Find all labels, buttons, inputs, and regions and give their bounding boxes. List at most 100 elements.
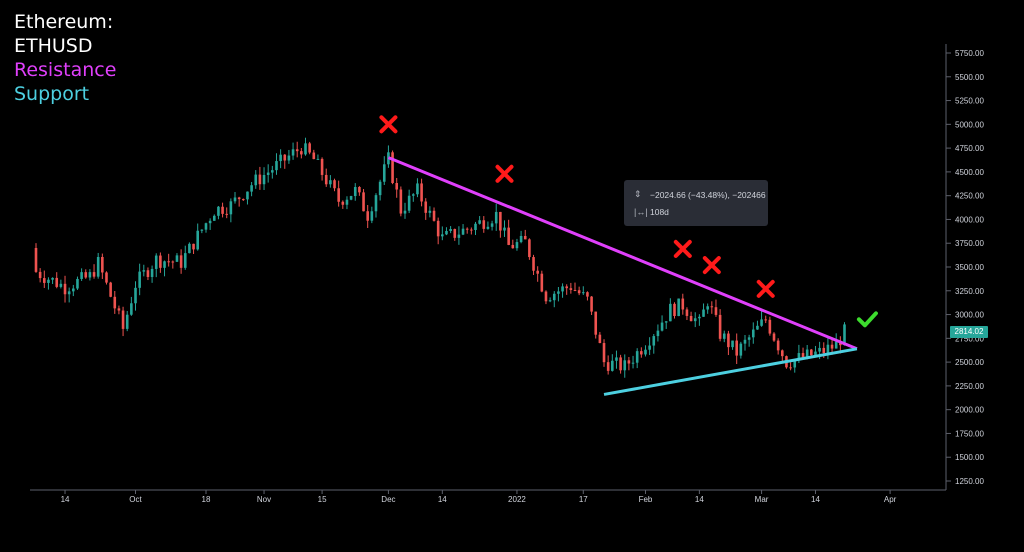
price-tick-label: 3250.00 [955,287,984,296]
candle-body [283,154,287,161]
candle [395,177,399,198]
candle-body [565,286,569,289]
candle-body [320,158,324,175]
candle [768,316,772,336]
candle-body [403,210,407,214]
bars-icon: |↔| [634,207,648,217]
candle-body [134,287,137,304]
candle-body [105,272,108,283]
candle [532,254,535,275]
candle-body [167,261,170,263]
candle-body [781,350,784,357]
candle-body [693,318,697,322]
candle-body [615,357,618,361]
candle [801,347,805,359]
price-tick-label: 2250.00 [955,382,984,391]
candle [341,200,345,209]
candle [225,207,229,219]
candle-body [154,255,158,269]
x-stroke [702,256,721,275]
candle [55,272,59,289]
breakout-check-icon [856,311,878,328]
candle [432,207,436,222]
candle-body [150,268,154,277]
candle-body [159,255,162,268]
current-price-tag: 2814.02 [950,326,988,339]
rejection-x-icon [702,256,721,275]
candle [221,202,224,218]
candle [51,277,54,284]
candle [411,193,415,202]
candle [515,238,519,251]
candle-body [441,234,444,237]
candle-body [801,353,805,358]
candle [635,348,639,369]
candle [399,186,403,217]
candle-body [814,351,817,356]
candle [644,345,647,357]
candle-body [188,243,191,254]
title-asset: Ethereum: [14,11,114,33]
candle-body [246,191,249,200]
candle [627,357,631,371]
candle [561,283,564,298]
price-tick-label: 5250.00 [955,97,984,106]
price-tick-label: 5750.00 [955,49,984,58]
candle-body [353,187,357,197]
candle-body [225,213,229,215]
candle [403,202,407,219]
candle-body [329,180,332,185]
candle [681,293,685,315]
rejection-x-icon [756,279,775,298]
candle [552,291,556,308]
x-stroke [673,239,692,258]
candle [577,286,581,296]
candle-body [457,234,461,238]
candle [652,334,656,354]
candle [722,330,726,343]
time-tick-label: 14 [695,495,704,504]
candle [42,270,46,288]
candle [760,310,763,327]
candle-body [436,220,440,237]
candle-body [258,174,262,185]
candle-body [208,220,212,224]
time-tick-label: Apr [884,495,897,504]
candle-body [611,360,614,371]
candle [536,266,539,282]
candle-body [805,349,809,358]
candle [229,198,233,223]
candle-body [511,244,515,249]
time-tick-label: 15 [318,495,327,504]
candle [718,309,722,342]
candle-body [34,247,38,272]
candle [693,312,697,328]
candle-body [449,229,452,231]
candle-body [142,270,146,272]
candle [656,324,660,342]
candle-body [80,272,83,279]
candle [519,230,523,244]
candlestick-series [34,137,846,378]
candle [212,214,216,221]
candle [146,267,150,281]
candle [80,268,83,281]
candle-body [772,333,776,341]
candle-body [237,197,241,200]
candle-body [669,303,672,322]
price-tick-label: 3750.00 [955,239,984,248]
candle [183,245,187,270]
candle-body [349,196,353,200]
candle [698,314,701,326]
candle [764,315,768,324]
price-tick-label: 1500.00 [955,453,984,462]
candle-body [217,206,220,216]
price-tick-label: 2000.00 [955,406,984,415]
candle [349,195,353,201]
candle [590,296,593,315]
candle [598,331,602,344]
candle [640,347,643,358]
candle-body [830,344,834,349]
candle-body [548,300,552,302]
